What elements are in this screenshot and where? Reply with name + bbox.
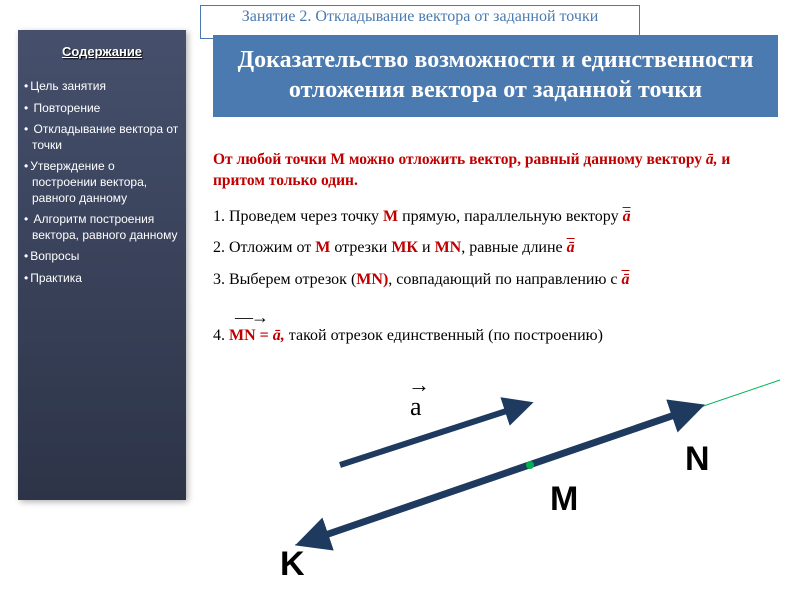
- label-n: N: [685, 440, 710, 478]
- vector-diagram: → а K M N: [260, 370, 780, 590]
- sidebar-item[interactable]: Повторение: [24, 101, 180, 117]
- main-title: Доказательство возможности и единственно…: [213, 35, 778, 117]
- label-a: а: [410, 392, 422, 421]
- sidebar: Содержание Цель занятия Повторение Откла…: [18, 30, 186, 500]
- sidebar-item[interactable]: Алгоритм построения вектора, равного дан…: [24, 212, 180, 243]
- sidebar-item[interactable]: Вопросы: [24, 249, 180, 265]
- sidebar-item[interactable]: Цель занятия: [24, 79, 180, 95]
- content: От любой точки М можно отложить вектор, …: [213, 150, 773, 357]
- step-4: —→4. МN = ā, такой отрезок единственный …: [213, 301, 773, 347]
- label-m: M: [550, 480, 578, 518]
- vector-kn: [305, 408, 695, 542]
- sidebar-item[interactable]: Откладывание вектора от точки: [24, 122, 180, 153]
- step-2: 2. Отложим от М отрезки МК и МN, равные …: [213, 237, 773, 259]
- lesson-header: Занятие 2. Откладывание вектора от задан…: [200, 5, 640, 39]
- point-m: [526, 461, 534, 469]
- theorem-text: От любой точки М можно отложить вектор, …: [213, 150, 773, 192]
- sidebar-item[interactable]: Практика: [24, 271, 180, 287]
- sidebar-list: Цель занятия Повторение Откладывание век…: [24, 79, 180, 287]
- step-3: 3. Выберем отрезок (МN), совпадающий по …: [213, 269, 773, 291]
- label-k: K: [280, 545, 305, 583]
- sidebar-item[interactable]: Утверждение о построении вектора, равног…: [24, 159, 180, 206]
- sidebar-title: Содержание: [24, 44, 180, 59]
- vector-a: [340, 405, 525, 465]
- step-1: 1. Проведем через точку М прямую, паралл…: [213, 206, 773, 228]
